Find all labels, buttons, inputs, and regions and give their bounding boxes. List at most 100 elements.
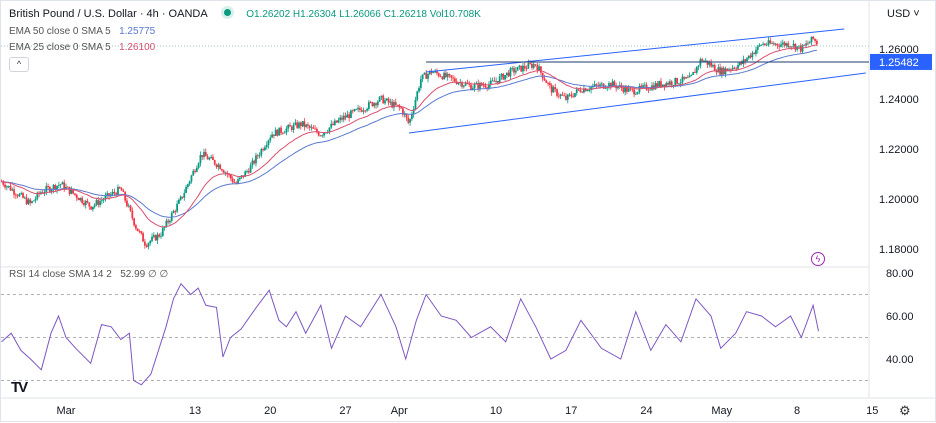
candle-up	[117, 186, 119, 196]
candle-up	[591, 86, 594, 88]
candle-up	[93, 204, 96, 207]
collapse-legend-button[interactable]: ^	[9, 57, 29, 72]
candle-up	[443, 72, 446, 80]
candle-down	[206, 156, 209, 160]
candle-up	[588, 89, 591, 91]
candle-up	[418, 87, 420, 92]
candle-up	[473, 84, 476, 89]
candle-down	[47, 186, 49, 188]
candle-down	[595, 84, 598, 86]
settings-gear-icon[interactable]: ⚙	[899, 403, 911, 418]
candle-down	[486, 87, 489, 89]
candle-down	[2, 181, 5, 185]
candle-up	[50, 189, 53, 192]
time-tick-label: 10	[490, 405, 502, 417]
candle-up	[559, 94, 562, 97]
candle-up	[599, 84, 601, 87]
candle-down	[219, 164, 222, 170]
candle-down	[548, 83, 551, 86]
candle-down	[545, 80, 548, 83]
candle-down	[740, 62, 743, 64]
candle-up	[690, 74, 693, 76]
candle-up	[697, 65, 700, 67]
candle-up	[195, 167, 198, 172]
candle-down	[536, 65, 539, 71]
candle-up	[792, 43, 795, 47]
candle-down	[453, 78, 456, 82]
candle-up	[414, 99, 417, 109]
candle-down	[577, 89, 580, 91]
candle-up	[765, 44, 768, 46]
candle-down	[622, 88, 625, 93]
rsi-tick-label: 80.00	[886, 268, 914, 280]
candle-up	[61, 182, 64, 185]
candle-down	[660, 81, 662, 87]
time-tick-label: 17	[565, 405, 577, 417]
candle-down	[108, 193, 110, 197]
candle-down	[735, 68, 738, 70]
candle-up	[516, 66, 519, 71]
candle-up	[188, 181, 191, 185]
tradingview-logo[interactable]: TV	[11, 379, 28, 396]
candle-down	[142, 233, 144, 242]
rsi-legend[interactable]: RSI 14 close SMA 14 2 52.99 ∅ ∅	[9, 269, 168, 280]
ema50-legend[interactable]: EMA 50 close 0 SMA 5 1.25775	[9, 26, 155, 37]
candle-down	[550, 85, 553, 93]
ema50-label: EMA 50 close 0 SMA 5	[9, 26, 111, 37]
candle-up	[428, 70, 431, 75]
candle-down	[733, 67, 736, 69]
ema25-legend[interactable]: EMA 25 close 0 SMA 5 1.26100	[9, 42, 155, 53]
lightning-icon[interactable]: ϟ	[811, 252, 825, 266]
candle-up	[462, 85, 465, 87]
symbol-title[interactable]: British Pound / U.S. Dollar · 4h · OANDA	[9, 8, 208, 20]
candle-up	[421, 74, 424, 80]
candle-up	[292, 124, 295, 130]
candle-up	[285, 128, 288, 133]
candle-up	[251, 160, 254, 166]
candle-down	[631, 88, 634, 90]
candle-up	[738, 62, 741, 66]
candle-up	[56, 185, 58, 190]
level-price-label: 1.25482	[879, 57, 919, 69]
candle-up	[271, 134, 273, 138]
candle-up	[747, 55, 750, 59]
candle-down	[228, 174, 230, 176]
candle-up	[491, 80, 494, 82]
candle-up	[151, 236, 153, 241]
candle-up	[385, 98, 388, 101]
candle-down	[348, 114, 351, 119]
candle-up	[152, 235, 155, 237]
candle-down	[118, 186, 121, 189]
candle-down	[507, 72, 510, 77]
ema25-label: EMA 25 close 0 SMA 5	[9, 42, 111, 53]
candle-up	[781, 42, 784, 45]
candle-down	[126, 200, 128, 207]
candle-up	[11, 189, 14, 191]
candle-up	[522, 65, 524, 72]
candle-down	[667, 82, 670, 85]
candle-down	[289, 125, 291, 127]
candle-down	[41, 192, 44, 194]
price-tick-label: 1.18000	[879, 244, 919, 256]
candle-down	[272, 134, 275, 136]
time-tick-label: 15	[866, 405, 878, 417]
candle-up	[246, 171, 248, 172]
candle-up	[165, 220, 168, 227]
candle-up	[172, 211, 175, 214]
candle-down	[83, 203, 85, 206]
rsi-value: 52.99	[120, 269, 146, 280]
candle-down	[222, 170, 225, 173]
currency-selector[interactable]: USD ˅	[887, 8, 920, 20]
candle-down	[145, 245, 148, 247]
candle-down	[706, 60, 709, 65]
candle-up	[810, 36, 813, 43]
candle-up	[353, 109, 356, 112]
candle-up	[627, 88, 630, 92]
candle-down	[744, 59, 747, 62]
candle-up	[244, 171, 247, 177]
candle-down	[280, 127, 282, 133]
candle-up	[416, 91, 419, 100]
level-price-badge	[870, 53, 932, 70]
candle-up	[737, 65, 739, 69]
